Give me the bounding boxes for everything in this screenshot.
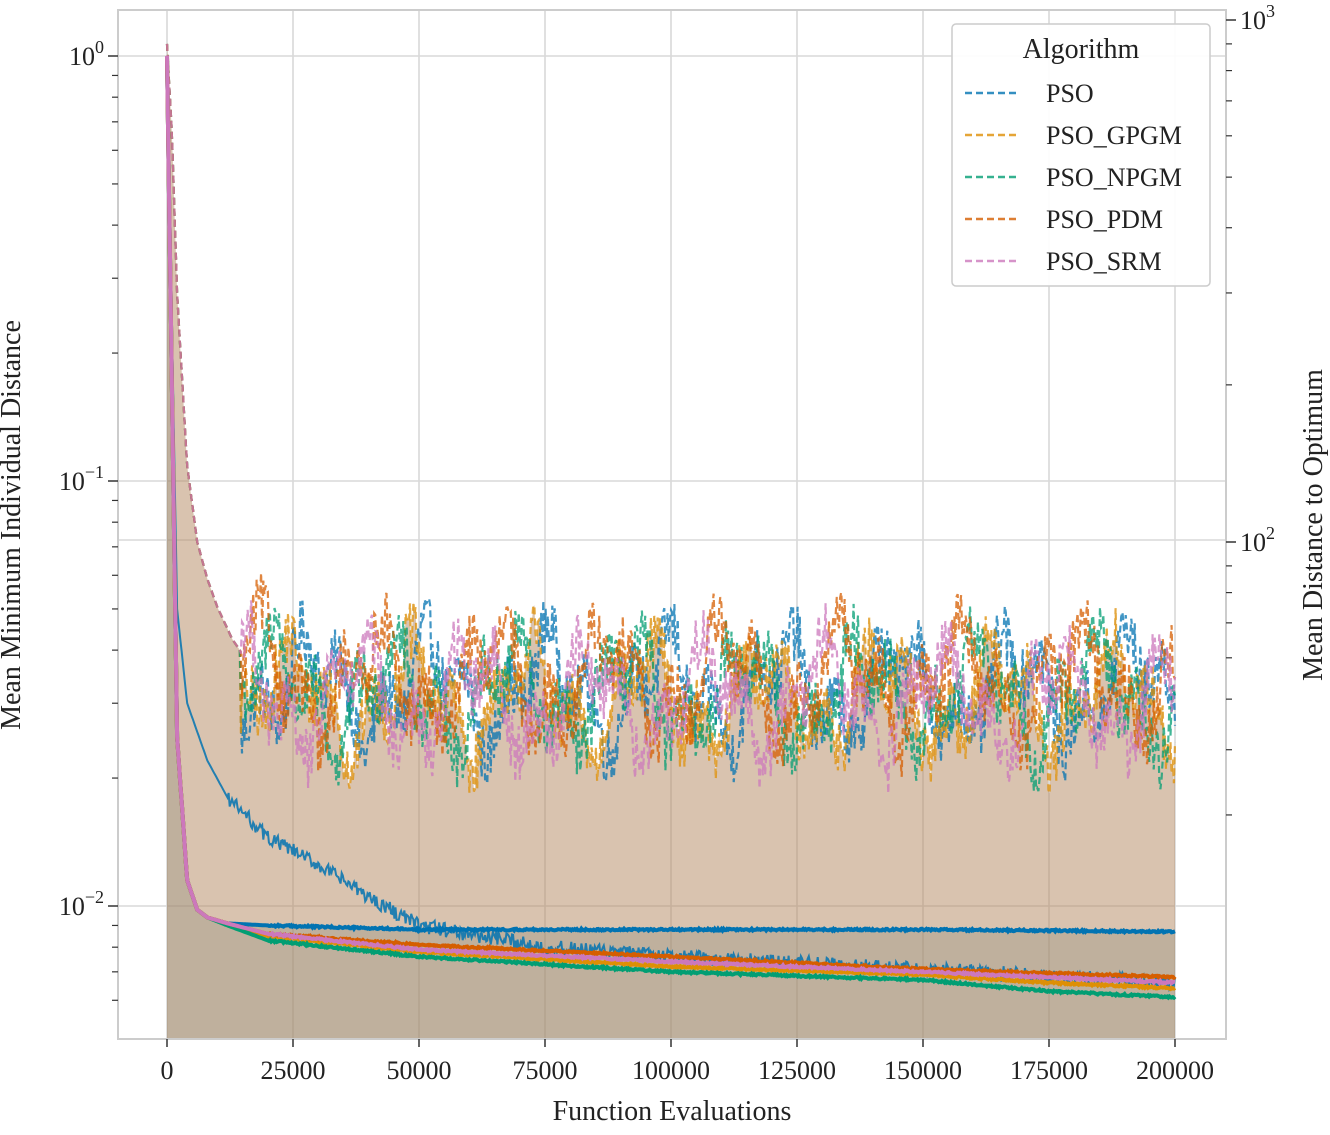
left-axis-ticks: 100 10−1 10−2 [59,37,118,1001]
series-pso_srm-min-distance-line [165,55,1176,987]
x-tick-label: 50000 [387,1056,452,1085]
x-tick-label: 25000 [261,1056,326,1085]
series-pso_pdm-distance-line [165,43,1176,777]
right-y-tick-label: 102 [1240,523,1275,557]
legend-label: PSO_PDM [1046,205,1163,234]
distance-to-optimum-lines [165,43,1177,794]
legend-title: Algorithm [1023,34,1140,65]
legend-label: PSO [1046,79,1094,108]
legend-entry-pso_srm: PSO_SRM [965,247,1162,276]
right-axis-ticks: 102 103 [1226,1,1275,816]
left-y-tick-label: 100 [69,37,104,71]
x-tick-label: 150000 [884,1056,962,1085]
x-tick-label: 125000 [758,1056,836,1085]
series-pso_gpgm-min-distance-line [165,55,1177,992]
legend-entry-pso: PSO [965,79,1094,108]
distance-area-fill [167,43,1175,1039]
legend-label: PSO_GPGM [1046,121,1182,150]
series-pso-min-distance-line [165,55,1176,936]
x-tick-label: 100000 [632,1056,710,1085]
legend-box [951,23,1211,287]
series-pso_npgm-min-distance-line [165,55,1177,1001]
right-y-tick-label: 103 [1240,1,1275,35]
x-axis-ticks: 0 25000 50000 75000 100000 125000 150000 175000… [161,1039,1214,1085]
x-tick-label: 75000 [513,1056,578,1085]
x-tick-label: 200000 [1136,1056,1214,1085]
series-pso_srm-distance-line [165,43,1177,794]
legend-entries: PSO PSO_GPGM PSO_NPGM PSO_PDM PSO_SRM [965,79,1182,276]
legend: Algorithm PSO PSO_GPGM PSO_NPGM PSO_PDM PSO_… [951,23,1211,287]
legend-entry-pso_pdm: PSO_PDM [965,205,1163,234]
legend-entry-pso_gpgm: PSO_GPGM [965,121,1182,150]
left-y-axis-label: Mean Minimum Individual Distance [0,320,27,730]
series-pso-distance-line [165,43,1177,785]
legend-label: PSO_SRM [1046,247,1162,276]
series-pso_npgm-distance-line [165,43,1177,793]
left-y-tick-label: 10−2 [59,887,104,921]
left-y-tick-label: 10−1 [59,462,104,496]
right-y-axis-label: Mean Distance to Optimum [1298,369,1329,681]
legend-entry-pso_npgm: PSO_NPGM [965,163,1182,192]
legend-label: PSO_NPGM [1046,163,1182,192]
x-tick-label: 0 [161,1056,174,1085]
x-axis-label: Function Evaluations [553,1096,792,1127]
plot-frame [117,9,1227,1040]
min-distance-lines [165,55,1177,1001]
x-tick-label: 175000 [1010,1056,1088,1085]
